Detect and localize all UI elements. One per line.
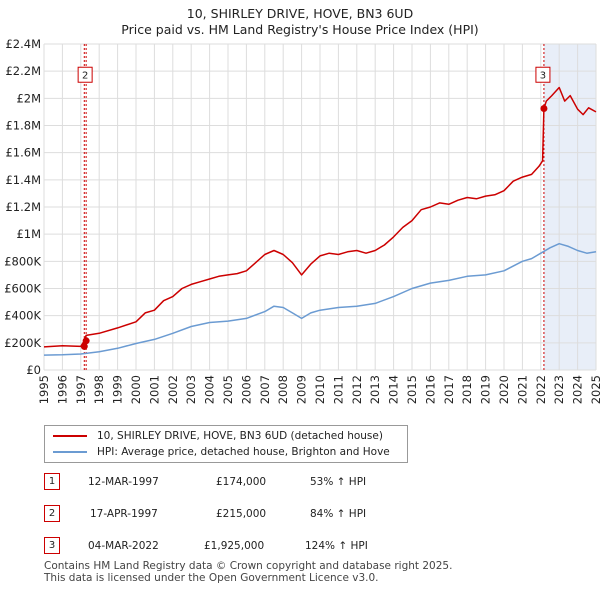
legend-item-hpi: HPI: Average price, detached house, Brig… (53, 444, 390, 460)
table-row: 1 12-MAR-1997 £174,000 53% ↑ HPI (44, 473, 564, 493)
y-tick-label: £1.2M (5, 200, 41, 214)
transaction-marker-label: 2 (82, 71, 88, 82)
x-tick-label: 1995 (37, 375, 51, 404)
x-tick-label: 2007 (258, 375, 272, 404)
x-tick-label: 2010 (313, 375, 327, 404)
x-tick-label: 2019 (479, 375, 493, 404)
x-tick-label: 2005 (221, 375, 235, 404)
transaction-badge: 1 (44, 473, 60, 490)
transaction-point (80, 342, 88, 350)
legend-label-hpi: HPI: Average price, detached house, Brig… (97, 446, 390, 458)
x-tick-label: 1999 (111, 375, 125, 404)
x-tick-label: 2014 (387, 375, 401, 404)
legend-swatch-property (53, 435, 87, 437)
transaction-marker-label: 3 (540, 71, 546, 82)
y-tick-label: £2M (16, 91, 41, 105)
x-tick-label: 2001 (147, 375, 161, 404)
x-tick-label: 2003 (184, 375, 198, 404)
transaction-hpi: 124% ↑ HPI (305, 540, 368, 552)
y-tick-label: £1.6M (5, 146, 41, 160)
y-tick-label: £2.4M (5, 37, 41, 51)
y-tick-label: £1.4M (5, 173, 41, 187)
transaction-price: £174,000 (216, 476, 267, 488)
transaction-marker-box (535, 66, 551, 83)
transaction-date: 12-MAR-1997 (88, 476, 159, 488)
y-tick-label: £1.8M (5, 119, 41, 133)
x-tick-label: 2009 (295, 375, 309, 404)
transaction-price: £1,925,000 (204, 540, 265, 552)
table-row: 3 04-MAR-2022 £1,925,000 124% ↑ HPI (44, 537, 564, 557)
transaction-date: 04-MAR-2022 (88, 540, 159, 552)
transaction-marker-box (77, 66, 93, 83)
hpi-line (43, 242, 597, 356)
x-tick-label: 2004 (203, 375, 217, 404)
table-row: 2 17-APR-1997 £215,000 84% ↑ HPI (44, 505, 564, 525)
x-tick-label: 2020 (497, 375, 511, 404)
chart-subtitle: Price paid vs. HM Land Registry's House … (121, 22, 479, 37)
x-tick-label: 2017 (442, 375, 456, 404)
x-tick-label: 2021 (515, 375, 529, 404)
transaction-hpi: 53% ↑ HPI (310, 476, 367, 488)
y-tick-label: £400K (4, 309, 41, 323)
x-tick-label: 2011 (331, 375, 345, 404)
transaction-point (82, 337, 90, 345)
legend-swatch-hpi (53, 451, 87, 453)
x-tick-label: 2022 (534, 375, 548, 404)
y-tick-label: £600K (4, 282, 41, 296)
x-tick-label: 1996 (55, 375, 69, 404)
legend: 10, SHIRLEY DRIVE, HOVE, BN3 6UD (detach… (44, 425, 408, 463)
transaction-badge: 3 (44, 537, 60, 554)
transaction-price: £215,000 (216, 508, 267, 520)
x-tick-label: 2024 (571, 375, 585, 404)
x-tick-label: 1998 (92, 375, 106, 404)
transaction-point (540, 105, 548, 113)
transaction-badge: 2 (44, 505, 60, 522)
transaction-date: 17-APR-1997 (90, 508, 158, 520)
footer-licence: This data is licensed under the Open Gov… (44, 572, 379, 584)
x-tick-label: 2015 (405, 375, 419, 404)
y-tick-label: £1M (16, 227, 41, 241)
x-tick-label: 2006 (239, 375, 253, 404)
x-tick-label: 2018 (460, 375, 474, 404)
x-tick-label: 2023 (552, 375, 566, 404)
y-tick-label: £0 (26, 363, 41, 377)
x-tick-label: 2013 (368, 375, 382, 404)
y-tick-label: £800K (4, 254, 41, 268)
footer-copyright: Contains HM Land Registry data © Crown c… (44, 560, 453, 572)
transaction-hpi: 84% ↑ HPI (310, 508, 367, 520)
x-tick-label: 2016 (423, 375, 437, 404)
x-tick-label: 2008 (276, 375, 290, 404)
price-chart: £0 £200K £400K £600K £800K £1M £1.2M £1.4M £1.6M… (4, 37, 600, 404)
x-tick-label: 1997 (74, 375, 88, 404)
x-tick-label: 2002 (166, 375, 180, 404)
chart-title: 10, SHIRLEY DRIVE, HOVE, BN3 6UD (186, 6, 414, 21)
x-tick-label: 2025 (589, 375, 600, 404)
x-tick-label: 2012 (350, 375, 364, 404)
y-tick-label: £2.2M (5, 64, 41, 78)
y-tick-label: £200K (4, 336, 41, 350)
x-tick-label: 2000 (129, 375, 143, 404)
legend-item-property: 10, SHIRLEY DRIVE, HOVE, BN3 6UD (detach… (53, 428, 383, 444)
legend-label-property: 10, SHIRLEY DRIVE, HOVE, BN3 6UD (detach… (97, 430, 383, 442)
property-price-line (43, 86, 597, 348)
